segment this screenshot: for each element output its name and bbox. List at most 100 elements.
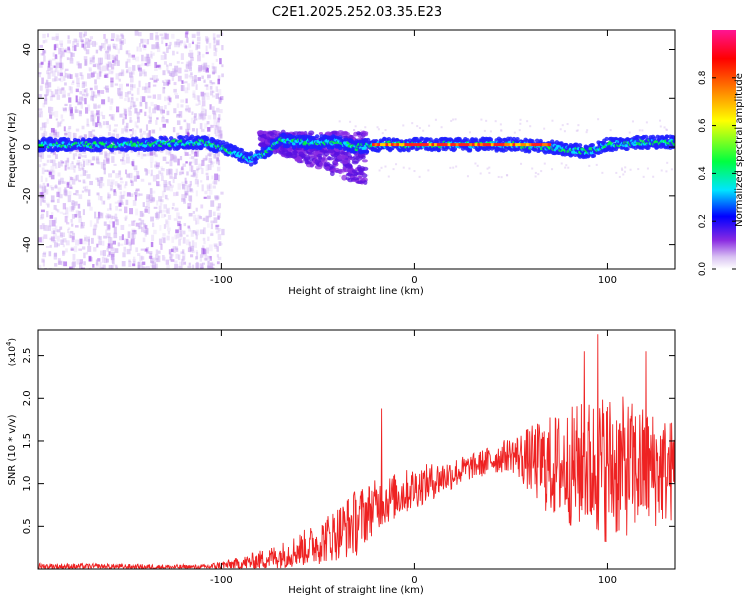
spectrogram-noise-cell: [40, 53, 44, 56]
spectrogram-noise-cell: [121, 261, 126, 267]
spectrogram-noise-cell: [163, 81, 166, 86]
spectrogram-noise-cell: [76, 43, 79, 47]
spectrogram-noise-cell: [51, 58, 56, 61]
spectrogram-noise-cell: [111, 114, 114, 120]
spectrogram-ridge-cell: [180, 135, 185, 140]
spectrogram-noise-cell: [107, 179, 111, 187]
spectrogram-peak-cell: [388, 143, 392, 147]
spectrogram-noise-cell: [47, 65, 51, 71]
spectrogram-noise-cell: [149, 199, 153, 204]
spectrogram-noise-cell: [47, 204, 50, 208]
spectrogram-noise-cell: [160, 172, 164, 176]
spectrogram-noise-cell: [88, 68, 92, 72]
spectrogram-noise-cell: [42, 49, 46, 56]
spectrogram-noise-cell: [125, 199, 129, 206]
spectrogram-noise-cell: [140, 96, 144, 102]
spectrogram-noise-cell: [90, 72, 95, 78]
spectrogram-noise-cell: [354, 125, 357, 128]
spectrogram-noise-cell: [100, 90, 105, 94]
spectrogram-noise-cell: [205, 92, 210, 97]
spectrogram-noise-cell: [77, 203, 81, 209]
spectrogram-noise-cell: [164, 53, 167, 60]
spectrogram-noise-cell: [659, 125, 662, 128]
spectrogram-noise-cell: [195, 256, 198, 260]
spectrogram-noise-cell: [68, 97, 72, 103]
spectrogram-ridge-cell: [625, 146, 630, 151]
spectrogram-noise-cell: [165, 80, 170, 86]
spectrogram-noise-cell: [172, 50, 175, 56]
spectrogram-noise-cell: [142, 202, 145, 207]
spectrogram-noise-cell: [130, 238, 135, 245]
spectrogram-noise-cell: [148, 194, 153, 202]
spectrogram-noise-cell: [181, 258, 184, 266]
spectrogram-noise-cell: [183, 184, 188, 192]
spectrogram-noise-cell: [149, 152, 154, 156]
spectrogram-noise-cell: [115, 173, 120, 179]
spectrogram-noise-cell: [82, 179, 86, 184]
spectrogram-noise-cell: [128, 224, 131, 227]
spectrogram-noise-cell: [89, 87, 93, 91]
spectrogram-noise-cell: [188, 52, 191, 57]
spectrogram-noise-cell: [364, 126, 367, 129]
spectrogram-noise-cell: [152, 222, 155, 228]
spectrogram-noise-cell: [83, 97, 86, 102]
spectrogram-noise-cell: [147, 58, 151, 64]
spectrogram-ridge-cell: [235, 146, 240, 151]
spectrogram-noise-cell: [78, 32, 83, 38]
spectrogram-ridge-cell: [590, 143, 595, 148]
spectrogram-noise-cell: [184, 177, 187, 184]
spectrogram-noise-cell: [103, 221, 107, 226]
spectrogram-noise-cell: [422, 129, 425, 132]
spectrogram-noise-cell: [182, 183, 186, 190]
spectrogram-noise-cell: [100, 250, 104, 256]
spectrogram-noise-cell: [44, 83, 49, 89]
spectrogram-noise-cell: [194, 231, 198, 236]
spectrogram-noise-cell: [210, 220, 215, 224]
spectrogram-noise-cell: [217, 174, 220, 182]
spectrogram-noise-cell: [46, 70, 50, 75]
spectrogram-noise-cell: [72, 153, 76, 160]
spectrogram-ridge-cell: [434, 137, 439, 142]
spectrogram-peak-cell: [542, 143, 546, 147]
spectrogram-spread-cell: [304, 156, 310, 160]
spectrogram-noise-cell: [139, 71, 143, 77]
spectrogram-noise-cell: [130, 134, 133, 138]
spectrogram-noise-cell: [143, 225, 147, 230]
spectrogram-noise-cell: [454, 118, 457, 121]
spectrogram-noise-cell: [84, 89, 87, 93]
spectrogram-noise-cell: [119, 44, 123, 51]
spectrogram-ridge-cell: [515, 137, 520, 142]
spectrogram-noise-cell: [455, 165, 458, 168]
spectrogram-noise-cell: [167, 231, 170, 235]
spectrogram-noise-cell: [46, 159, 50, 163]
spectrogram-noise-cell: [133, 256, 136, 263]
spectrogram-peak-cell: [515, 143, 519, 147]
spectrogram-noise-cell: [78, 136, 81, 140]
spectrogram-noise-cell: [142, 96, 146, 102]
spectrogram-noise-cell: [85, 159, 90, 166]
spectrogram-noise-cell: [77, 153, 82, 157]
spectrogram-noise-cell: [49, 185, 53, 189]
spectrogram-noise-cell: [182, 237, 186, 244]
spectrogram-noise-cell: [165, 148, 170, 155]
spectrogram-noise-cell: [197, 95, 200, 102]
spectrogram-noise-cell: [178, 67, 182, 74]
spectrogram-noise-cell: [139, 211, 144, 218]
spectrogram-noise-cell: [131, 230, 136, 233]
spectrogram-noise-cell: [41, 186, 46, 194]
spectrogram-noise-cell: [189, 180, 192, 186]
spectrogram-noise-cell: [60, 239, 64, 245]
spectrogram-noise-cell: [128, 110, 132, 116]
spectrogram-noise-cell: [130, 97, 134, 100]
spectrogram-noise-cell: [64, 189, 68, 197]
spectrogram-noise-cell: [339, 174, 342, 177]
spectrogram-noise-cell: [157, 94, 162, 100]
spectrogram-noise-cell: [96, 217, 99, 224]
spectrogram-noise-cell: [167, 70, 171, 74]
spectrogram-noise-cell: [543, 127, 546, 130]
spectrogram-spread-cell: [357, 164, 362, 171]
spectrogram-noise-cell: [48, 58, 52, 65]
spectrogram-noise-cell: [178, 171, 182, 176]
spectrogram-noise-cell: [102, 250, 107, 257]
spectrogram-noise-cell: [144, 101, 148, 109]
